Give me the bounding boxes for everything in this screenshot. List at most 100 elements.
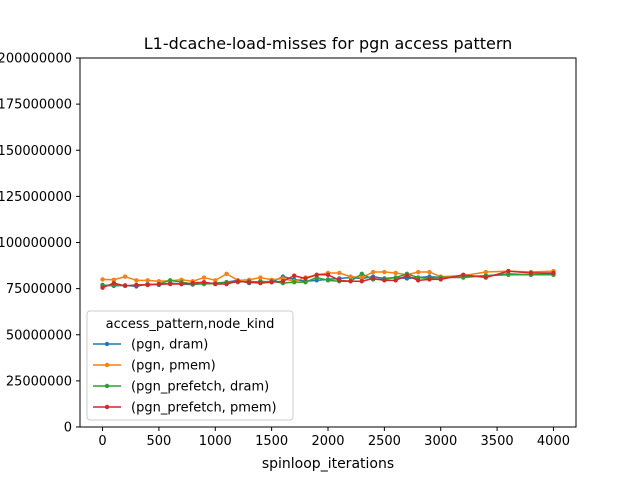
- data-point: [506, 268, 511, 274]
- data-point: [393, 278, 398, 283]
- data-point: [291, 279, 297, 285]
- legend: access_pattern,node_kind (pgn, dram)(pgn…: [86, 310, 294, 421]
- data-point: [314, 272, 319, 277]
- x-tick-label: 1500: [255, 434, 288, 449]
- data-point: [359, 275, 365, 280]
- data-point: [167, 278, 173, 283]
- data-point: [134, 278, 139, 283]
- legend-swatch-marker: [104, 383, 110, 389]
- data-point: [404, 273, 410, 278]
- data-point: [303, 276, 308, 281]
- x-tick-label: 500: [146, 434, 171, 449]
- data-point: [100, 277, 105, 282]
- series-layer: [100, 268, 556, 290]
- data-point: [483, 269, 489, 275]
- data-point: [415, 269, 421, 275]
- x-axis-label: spinloop_iterations: [262, 456, 394, 472]
- data-point: [393, 270, 398, 276]
- x-tick-label: 2000: [311, 434, 344, 449]
- data-point: [201, 279, 207, 285]
- data-point: [348, 279, 353, 284]
- legend-label: (pgn_prefetch, pmem): [131, 401, 277, 416]
- data-point: [122, 283, 128, 289]
- y-tick-label: 100000000: [0, 236, 72, 251]
- data-point: [280, 279, 286, 284]
- x-tick-label: 1000: [199, 434, 232, 449]
- data-point: [213, 278, 218, 283]
- data-point: [438, 277, 443, 282]
- data-point: [325, 278, 331, 283]
- data-point: [325, 272, 331, 277]
- x-axis: 0 500 1000 1500 2000 2500 3000 3500 4000: [98, 427, 570, 449]
- legend-swatch-marker: [104, 404, 110, 410]
- y-tick-label: 50000000: [6, 328, 72, 343]
- data-point: [337, 270, 342, 276]
- legend-title: access_pattern,node_kind: [106, 317, 275, 332]
- data-point: [427, 277, 432, 282]
- data-point: [258, 275, 263, 280]
- data-point: [303, 279, 308, 285]
- legend-box: [86, 310, 294, 421]
- data-point: [156, 281, 162, 287]
- x-tick-label: 2500: [368, 434, 401, 449]
- data-point: [291, 273, 297, 278]
- data-point: [224, 281, 229, 287]
- legend-entry: (pgn, dram): [93, 338, 208, 353]
- data-point: [528, 270, 534, 276]
- data-point: [167, 281, 173, 287]
- data-point: [427, 269, 432, 275]
- data-point: [145, 282, 150, 288]
- y-tick-label: 150000000: [0, 144, 72, 159]
- x-tick-label: 3000: [424, 434, 457, 449]
- legend-label: (pgn, pmem): [131, 359, 216, 374]
- data-point: [382, 278, 387, 283]
- legend-entry: (pgn_prefetch, pmem): [93, 401, 277, 416]
- data-point: [179, 281, 184, 287]
- legend-entries: (pgn, dram) (pgn, pmem) (pgn_prefetch, dra…: [93, 338, 277, 416]
- data-point: [359, 279, 365, 284]
- legend-label: (pgn, dram): [131, 338, 208, 353]
- data-point: [370, 269, 376, 275]
- y-axis: 0 25000000 50000000 75000000 100000000 125000…: [0, 52, 80, 436]
- data-point: [134, 282, 139, 288]
- x-tick-label: 0: [98, 434, 106, 449]
- chart-title: L1-dcache-load-misses for pgn access pat…: [144, 34, 513, 53]
- y-tick-label: 125000000: [0, 190, 72, 205]
- data-point: [246, 279, 252, 285]
- x-tick-label: 4000: [537, 434, 570, 449]
- data-point: [201, 275, 207, 280]
- legend-label: (pgn_prefetch, dram): [131, 380, 269, 395]
- series-3: [100, 268, 556, 290]
- data-point: [370, 276, 376, 281]
- legend-swatch-marker: [104, 341, 110, 347]
- legend-entry: (pgn_prefetch, dram): [93, 380, 269, 395]
- data-point: [415, 278, 421, 283]
- data-point: [111, 280, 117, 286]
- data-point: [506, 272, 511, 277]
- data-point: [258, 280, 263, 286]
- x-tick-label: 3500: [481, 434, 514, 449]
- data-point: [111, 277, 117, 282]
- data-point: [483, 275, 489, 280]
- data-point: [337, 278, 342, 283]
- y-tick-label: 0: [64, 421, 72, 436]
- data-point: [190, 280, 195, 286]
- legend-entry: (pgn, pmem): [93, 359, 216, 374]
- data-point: [461, 272, 466, 277]
- data-point: [551, 270, 556, 276]
- y-tick-label: 25000000: [6, 374, 72, 389]
- data-point: [100, 285, 105, 290]
- data-point: [382, 269, 387, 275]
- data-point: [348, 274, 353, 279]
- data-point: [224, 271, 229, 277]
- data-point: [145, 278, 150, 283]
- y-tick-label: 200000000: [0, 52, 72, 67]
- data-point: [122, 274, 128, 279]
- y-tick-label: 75000000: [6, 282, 72, 297]
- data-point: [213, 281, 218, 287]
- data-point: [269, 279, 274, 285]
- data-point: [235, 279, 241, 284]
- legend-swatch-marker: [104, 362, 110, 368]
- y-tick-label: 175000000: [0, 98, 72, 113]
